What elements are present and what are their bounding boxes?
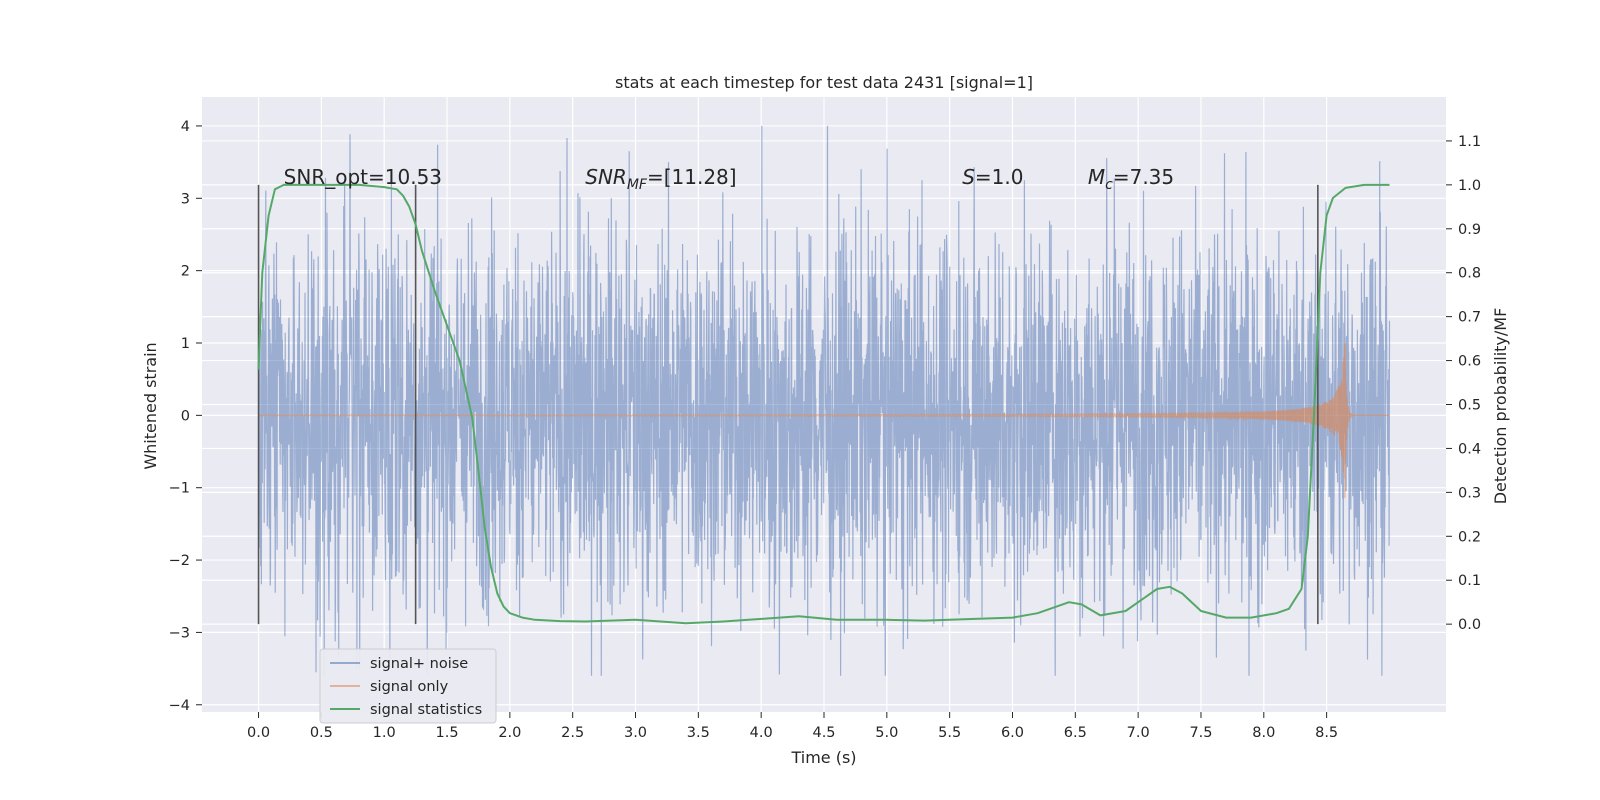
- annotation-1: SNRMF=[11.28]: [585, 165, 736, 193]
- x-tick-label: 8.5: [1315, 725, 1338, 741]
- axis-ticks: 0.0 0.5 1.0 1.5 2.0 2.5 3.0 3.5 4.0 4.5 5.0 5.5 6.0 6…: [169, 119, 1481, 741]
- y-right-tick-label: 0.3: [1458, 485, 1481, 501]
- annotation-0: SNR_opt=10.53: [284, 165, 442, 189]
- y-right-tick-label: 1.1: [1458, 134, 1481, 150]
- x-tick-label: 0.5: [310, 725, 333, 741]
- y-right-tick-label: 0.8: [1458, 266, 1481, 282]
- legend: signal+ noise signal only signal statist…: [319, 648, 497, 724]
- x-tick-label: 2.5: [561, 725, 584, 741]
- signal-only-line: [258, 342, 1390, 498]
- y-tick-label: −1: [169, 481, 190, 497]
- x-tick-label: 3.5: [687, 725, 710, 741]
- y-tick-label: 1: [181, 336, 190, 352]
- x-tick-label: 6.0: [1001, 725, 1024, 741]
- x-tick-label: 1.0: [373, 725, 396, 741]
- y-right-tick-label: 0.5: [1458, 398, 1481, 414]
- y-right-tick-label: 0.7: [1458, 310, 1481, 326]
- x-tick-label: 7.5: [1189, 725, 1212, 741]
- y-tick-label: −3: [169, 625, 190, 641]
- annotations: SNR_opt=10.53 SNRMF=[11.28] S=1.0 Mc=7.35: [284, 165, 1174, 193]
- x-tick-label: 3.0: [624, 725, 647, 741]
- y-right-tick-label: 0.1: [1458, 573, 1481, 589]
- x-tick-label: 2.0: [498, 725, 521, 741]
- x-tick-label: 6.5: [1064, 725, 1087, 741]
- x-tick-label: 4.0: [750, 725, 773, 741]
- annotation-2: S=1.0: [962, 165, 1023, 189]
- y-tick-label: 0: [181, 408, 190, 424]
- y-right-tick-label: 1.0: [1458, 178, 1481, 194]
- x-tick-label: 4.5: [812, 725, 835, 741]
- y-tick-label: −4: [169, 698, 190, 714]
- y-axis-right-label: Detection probability/MF: [1491, 308, 1510, 505]
- legend-frame: [319, 648, 497, 724]
- annotation-3: Mc=7.35: [1088, 165, 1174, 193]
- signal-statistics-line: [257, 183, 1390, 625]
- x-axis-label: Time (s): [790, 748, 856, 767]
- x-tick-label: 7.0: [1127, 725, 1150, 741]
- legend-label-stats: signal statistics: [370, 702, 482, 718]
- y-right-tick-label: 0.4: [1458, 441, 1481, 457]
- x-tick-label: 1.5: [435, 725, 458, 741]
- y-tick-label: −2: [169, 553, 190, 569]
- x-tick-label: 5.5: [938, 725, 961, 741]
- y-axis-label: Whitened strain: [141, 342, 160, 469]
- y-right-tick-label: 0.6: [1458, 354, 1481, 370]
- y-right-tick-label: 0.9: [1458, 222, 1481, 238]
- vertical-markers: [257, 184, 1319, 625]
- signal-statistics-series: [257, 183, 1390, 625]
- y-tick-label: 3: [181, 191, 190, 207]
- y-tick-label: 4: [181, 119, 190, 135]
- signal-noise-series: [257, 125, 1391, 676]
- y-tick-label: 2: [181, 264, 190, 280]
- legend-label-signal: signal only: [370, 679, 449, 695]
- signal-only-series: [258, 342, 1390, 498]
- signal-noise-line: [257, 125, 1391, 676]
- x-tick-label: 0.0: [247, 725, 270, 741]
- y-right-tick-label: 0.2: [1458, 529, 1481, 545]
- x-tick-label: 5.0: [875, 725, 898, 741]
- x-tick-label: 8.0: [1252, 725, 1275, 741]
- chart-title: stats at each timestep for test data 243…: [615, 73, 1033, 92]
- legend-label-noise: signal+ noise: [370, 656, 468, 672]
- y-right-tick-label: 0.0: [1458, 617, 1481, 633]
